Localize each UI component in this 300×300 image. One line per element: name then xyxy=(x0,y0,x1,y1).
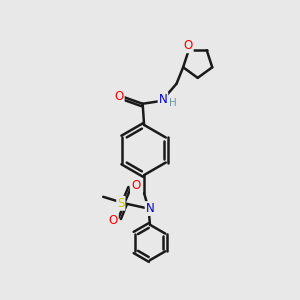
Text: N: N xyxy=(146,202,154,215)
Text: O: O xyxy=(131,179,140,192)
Text: O: O xyxy=(184,39,193,52)
Text: H: H xyxy=(169,98,176,108)
Text: O: O xyxy=(109,214,118,227)
Text: O: O xyxy=(115,90,124,103)
Text: N: N xyxy=(159,93,167,106)
Text: S: S xyxy=(117,197,124,210)
